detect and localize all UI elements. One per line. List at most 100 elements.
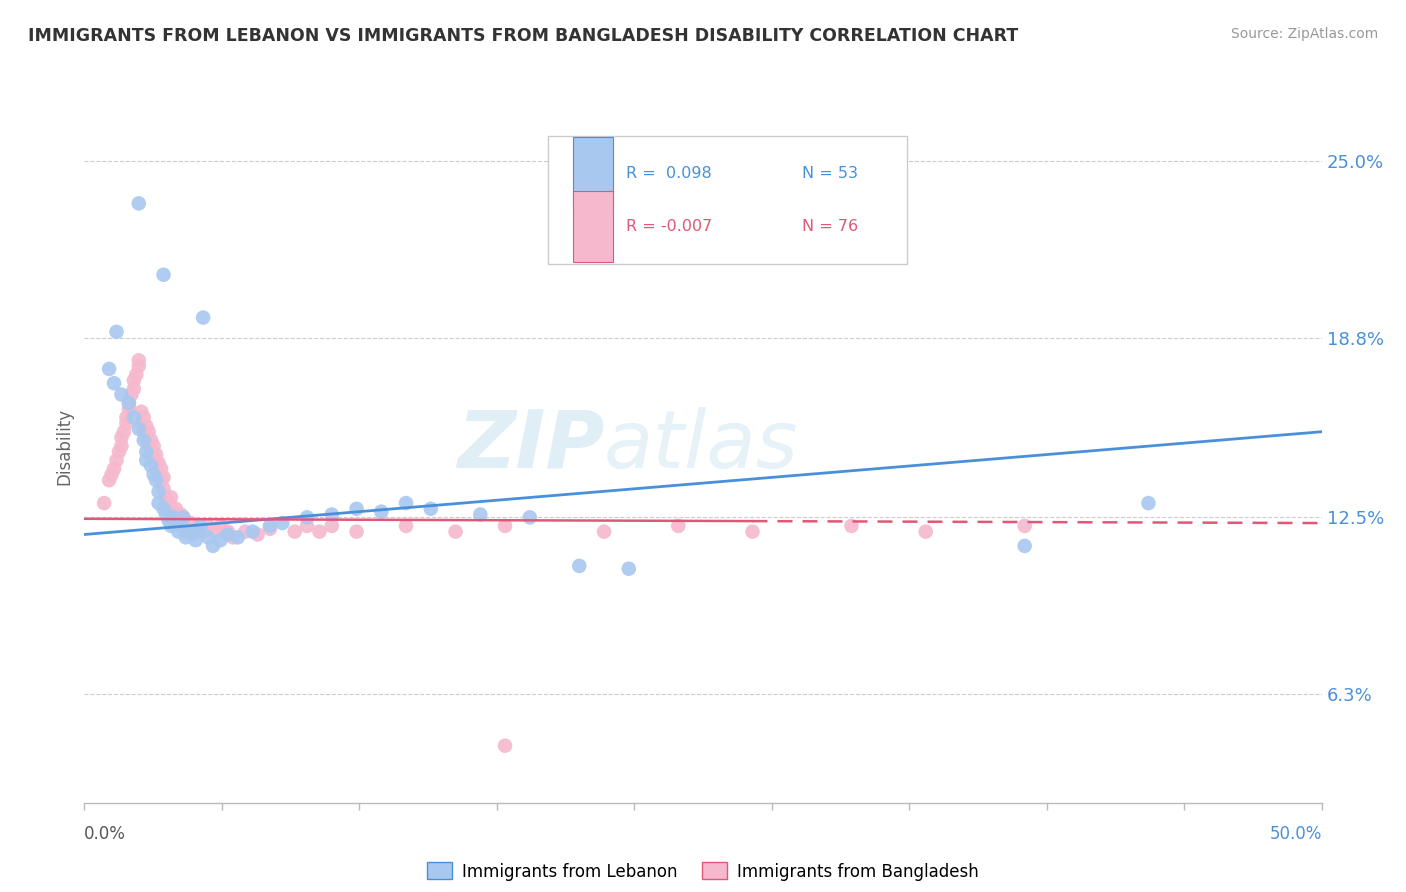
Point [120, 387, 142, 401]
Point [190, 519, 212, 533]
Point [141, 444, 163, 458]
Point [184, 522, 207, 536]
Point [346, 501, 368, 516]
Point [160, 491, 183, 505]
Point [160, 519, 183, 533]
Point [177, 524, 200, 539]
Text: R =  0.098: R = 0.098 [626, 166, 711, 180]
Text: ZIP: ZIP [457, 407, 605, 485]
Point [209, 519, 232, 533]
Point [204, 524, 226, 539]
Point [141, 458, 163, 473]
Point [167, 513, 190, 527]
Point [145, 473, 167, 487]
Point [142, 439, 165, 453]
Point [470, 508, 492, 522]
Point [346, 524, 368, 539]
Point [122, 382, 145, 396]
Point [226, 530, 249, 544]
Point [135, 430, 157, 444]
Point [141, 434, 163, 448]
Point [259, 522, 281, 536]
Point [184, 533, 207, 548]
Point [617, 562, 640, 576]
Legend: Immigrants from Lebanon, Immigrants from Bangladesh: Immigrants from Lebanon, Immigrants from… [420, 855, 986, 888]
Point [284, 524, 307, 539]
Point [162, 516, 184, 530]
Text: 0.0%: 0.0% [84, 825, 127, 843]
Point [132, 410, 155, 425]
Point [172, 510, 194, 524]
Point [222, 530, 245, 544]
Text: Source: ZipAtlas.com: Source: ZipAtlas.com [1230, 27, 1378, 41]
Point [295, 510, 318, 524]
Point [174, 530, 197, 544]
Point [152, 501, 174, 516]
Point [132, 425, 155, 439]
Point [177, 524, 200, 539]
Y-axis label: Disability: Disability [55, 408, 73, 484]
Point [217, 524, 239, 539]
Point [118, 401, 141, 416]
Point [142, 453, 165, 467]
Point [494, 519, 516, 533]
Text: 50.0%: 50.0% [1270, 825, 1322, 843]
Point [152, 470, 174, 484]
Point [155, 491, 177, 505]
Point [191, 524, 214, 539]
Point [157, 513, 180, 527]
Point [98, 362, 121, 376]
Point [295, 519, 318, 533]
Point [666, 519, 689, 533]
Point [180, 527, 202, 541]
Point [142, 467, 165, 482]
Text: R = -0.007: R = -0.007 [626, 219, 713, 234]
Point [122, 410, 145, 425]
Point [155, 508, 177, 522]
Point [110, 430, 132, 444]
Point [152, 268, 174, 282]
Text: IMMIGRANTS FROM LEBANON VS IMMIGRANTS FROM BANGLADESH DISABILITY CORRELATION CHA: IMMIGRANTS FROM LEBANON VS IMMIGRANTS FR… [28, 27, 1018, 45]
Point [122, 373, 145, 387]
Point [308, 524, 330, 539]
Point [129, 416, 152, 430]
Point [115, 410, 138, 425]
Point [135, 419, 157, 434]
Point [395, 496, 418, 510]
Point [103, 376, 125, 391]
Point [568, 558, 591, 573]
Point [370, 505, 392, 519]
Point [105, 325, 128, 339]
Point [242, 524, 264, 539]
Point [841, 519, 863, 533]
Point [1014, 519, 1036, 533]
Point [148, 456, 170, 470]
Point [419, 501, 441, 516]
Point [135, 453, 157, 467]
Point [202, 539, 225, 553]
Point [138, 439, 160, 453]
Point [157, 496, 180, 510]
Point [271, 516, 294, 530]
Point [172, 510, 194, 524]
Point [108, 444, 131, 458]
Point [145, 458, 167, 473]
Point [138, 425, 160, 439]
Point [128, 359, 150, 373]
Point [100, 467, 122, 482]
Point [170, 508, 193, 522]
Point [741, 524, 763, 539]
Point [112, 425, 135, 439]
Point [115, 416, 138, 430]
Point [519, 510, 541, 524]
Point [150, 473, 173, 487]
Text: N = 53: N = 53 [801, 166, 858, 180]
FancyBboxPatch shape [548, 136, 907, 264]
Point [128, 353, 150, 368]
Point [118, 396, 141, 410]
FancyBboxPatch shape [574, 137, 613, 209]
FancyBboxPatch shape [574, 191, 613, 262]
Point [172, 519, 194, 533]
Point [150, 462, 173, 476]
Point [209, 533, 232, 548]
